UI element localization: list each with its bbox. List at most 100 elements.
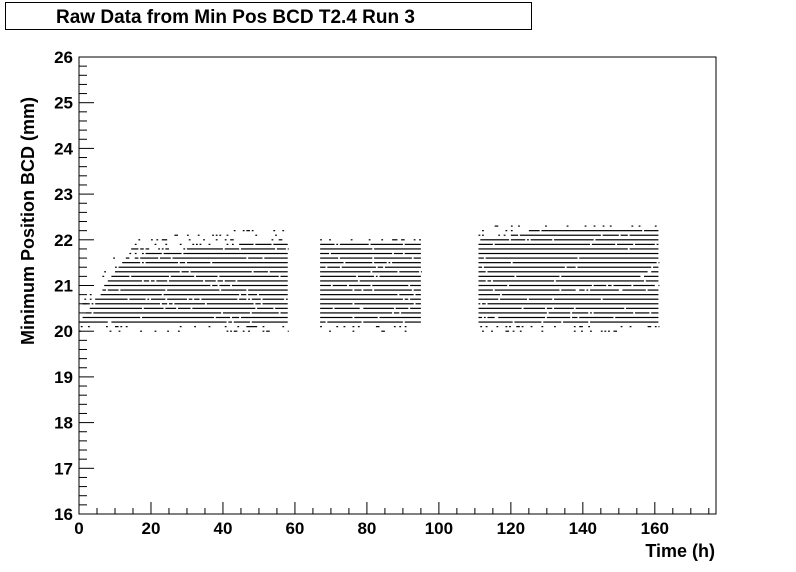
data-run-s0: [257, 307, 274, 309]
y-tick-label: 25: [54, 94, 73, 113]
data-run-s2: [478, 266, 483, 268]
data-run-s1: [320, 271, 371, 273]
data-run-s0: [212, 234, 214, 236]
data-run-s0: [82, 316, 141, 319]
data-run-s1: [357, 275, 375, 277]
data-run-s1: [320, 326, 322, 328]
data-run-s0: [280, 312, 288, 314]
data-run-s0: [114, 326, 119, 328]
data-run-s0: [150, 298, 166, 300]
data-run-s2: [654, 225, 657, 227]
data-run-s2: [500, 298, 528, 300]
data-run-s1: [320, 239, 322, 241]
data-run-s1: [320, 280, 358, 282]
data-run-s0: [87, 326, 90, 328]
data-run-s2: [651, 312, 659, 314]
data-run-s0: [219, 234, 222, 236]
data-run-s2: [608, 284, 612, 287]
data-run-s2: [602, 298, 659, 300]
data-run-s2: [566, 225, 569, 227]
data-run-s0: [230, 330, 232, 332]
data-run-s0: [159, 257, 171, 259]
data-run-s1: [320, 294, 398, 296]
data-run-s0: [156, 239, 159, 241]
data-run-s0: [221, 289, 247, 291]
data-run-s0: [240, 316, 288, 319]
data-run-s2: [629, 248, 659, 250]
data-run-s0: [197, 234, 200, 236]
data-run-s2: [546, 307, 553, 309]
data-run-s1: [332, 284, 348, 287]
data-run-s1: [345, 262, 373, 264]
data-run-s1: [419, 239, 421, 241]
data-run-s0: [179, 262, 186, 264]
data-run-s1: [399, 294, 414, 296]
data-run-s2: [579, 257, 659, 259]
data-run-s0: [282, 326, 285, 328]
x-axis-label: Time (h): [645, 541, 715, 561]
data-run-s0: [129, 298, 146, 300]
data-run-s2: [487, 280, 492, 282]
data-run-s1: [399, 271, 420, 273]
data-run-s0: [143, 307, 164, 309]
data-run-s0: [239, 298, 247, 300]
data-run-s2: [604, 330, 607, 332]
data-run-s0: [246, 230, 250, 232]
data-run-s2: [579, 289, 585, 291]
data-run-s1: [404, 326, 407, 328]
data-run-s0: [140, 257, 159, 259]
data-run-s0: [215, 239, 218, 241]
x-tick-label: 0: [74, 519, 83, 538]
data-run-s1: [327, 266, 340, 268]
data-run-s1: [329, 239, 331, 241]
data-run-s0: [276, 248, 286, 250]
data-run-s2: [519, 234, 601, 236]
data-run-s1: [404, 298, 409, 300]
data-run-s2: [478, 234, 481, 236]
data-run-s2: [478, 312, 547, 314]
y-tick-label: 17: [54, 459, 73, 478]
data-run-s0: [226, 243, 229, 245]
data-run-s2: [554, 298, 601, 300]
data-run-s1: [375, 275, 378, 277]
data-run-s2: [543, 321, 562, 323]
data-run-s0: [275, 234, 277, 236]
data-run-s1: [388, 262, 391, 264]
data-run-s2: [579, 316, 614, 319]
data-run-s0: [206, 303, 254, 305]
data-run-s1: [381, 330, 385, 332]
data-run-s0: [194, 326, 196, 328]
data-run-s1: [359, 280, 421, 282]
data-run-s2: [528, 230, 540, 232]
data-run-s0: [181, 271, 189, 273]
data-run-s0: [168, 303, 173, 305]
data-run-s0: [285, 298, 288, 300]
data-run-s1: [413, 257, 421, 259]
data-run-s0: [183, 248, 186, 250]
data-run-s2: [478, 298, 499, 300]
data-run-s0: [177, 307, 191, 309]
data-run-s0: [192, 243, 195, 245]
data-run-s0: [246, 326, 258, 328]
data-run-s0: [100, 294, 162, 296]
data-run-s0: [280, 275, 288, 277]
data-run-s0: [199, 243, 202, 245]
data-run-s0: [230, 239, 234, 241]
data-run-s0: [141, 262, 144, 264]
data-run-s1: [377, 266, 384, 268]
data-run-s2: [545, 225, 547, 227]
data-run-s2: [653, 266, 659, 268]
data-run-s1: [413, 239, 416, 241]
data-run-s2: [509, 284, 592, 287]
data-run-s0: [91, 303, 94, 305]
data-run-s1: [320, 257, 339, 259]
data-run-s2: [572, 316, 578, 319]
data-run-s0: [262, 298, 285, 300]
data-run-s0: [79, 321, 108, 323]
data-run-s1: [363, 289, 373, 291]
data-run-s0: [271, 239, 274, 241]
y-tick-label: 26: [54, 48, 73, 67]
data-run-s2: [510, 239, 526, 241]
data-run-s0: [120, 326, 123, 328]
data-run-s0: [201, 298, 238, 300]
